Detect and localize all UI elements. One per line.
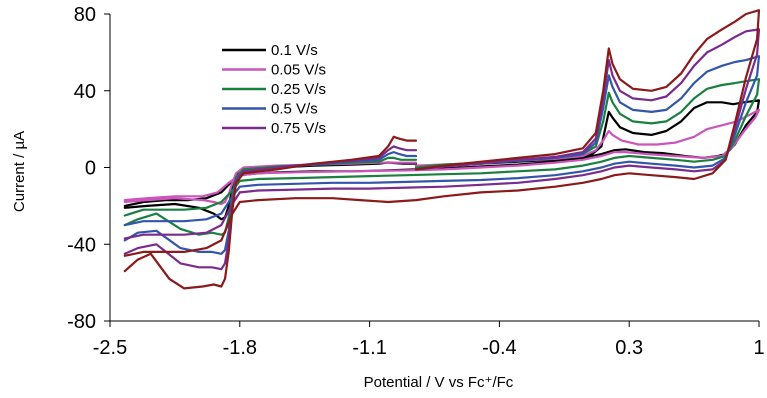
x-tick-label: -0.4 — [482, 337, 516, 359]
legend-label: 0.1 V/s — [271, 42, 318, 59]
series-line — [123, 151, 418, 255]
y-tick-label: 0 — [85, 158, 96, 180]
series-line — [123, 9, 761, 257]
y-axis-title: Current / µA — [11, 131, 28, 212]
series-layer — [123, 9, 761, 290]
legend-label: 0.5 V/s — [271, 101, 318, 118]
legend-label: 0.75 V/s — [271, 120, 326, 137]
legend-label: 0.25 V/s — [271, 81, 326, 98]
x-axis-title: Potential / V vs Fc⁺/Fc — [364, 374, 514, 391]
y-tick-label: -40 — [67, 234, 96, 256]
series-line — [123, 28, 761, 240]
series-line — [123, 78, 761, 217]
series-line — [123, 145, 418, 271]
y-tick-label: -80 — [67, 311, 96, 333]
series-line — [123, 156, 418, 236]
x-tick-label: -1.8 — [223, 337, 257, 359]
legend-label: 0.05 V/s — [271, 62, 326, 79]
x-tick-label: 1 — [753, 337, 764, 359]
ticks-layer: -80 -40 0 40 80 -2.5 -1.8 -1.1 -0.4 0.3 1 — [67, 4, 764, 359]
y-tick-label: 40 — [74, 81, 96, 103]
series-line — [123, 55, 761, 227]
legend: 0.1 V/s 0.05 V/s 0.25 V/s 0.5 V/s 0.75 V/s — [222, 42, 326, 137]
x-tick-label: -2.5 — [93, 337, 127, 359]
series-line — [123, 135, 418, 290]
x-tick-label: 0.3 — [615, 337, 643, 359]
y-tick-label: 80 — [74, 4, 96, 26]
x-tick-label: -1.1 — [352, 337, 386, 359]
